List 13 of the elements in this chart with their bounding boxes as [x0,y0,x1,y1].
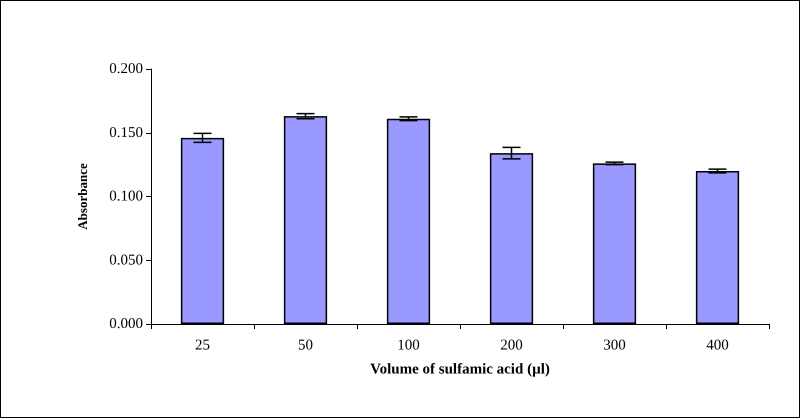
x-tick-label: 50 [298,338,313,354]
y-tick-label: 0.150 [109,124,143,141]
y-axis-title: Absorbance [75,163,90,230]
x-tick-label: 25 [195,338,210,354]
y-tick-label: 0.100 [109,188,143,204]
y-tick-label: 0.200 [109,61,143,77]
x-axis-title: Volume of sulfamic acid (µl) [370,362,550,378]
x-tick-label: 200 [500,338,523,354]
y-tick-label: 0.050 [109,252,143,268]
y-tick-label: 0.000 [109,316,143,332]
x-tick-label: 100 [397,338,420,354]
x-tick-label: 300 [603,338,626,354]
x-tick-label: 400 [706,338,729,354]
